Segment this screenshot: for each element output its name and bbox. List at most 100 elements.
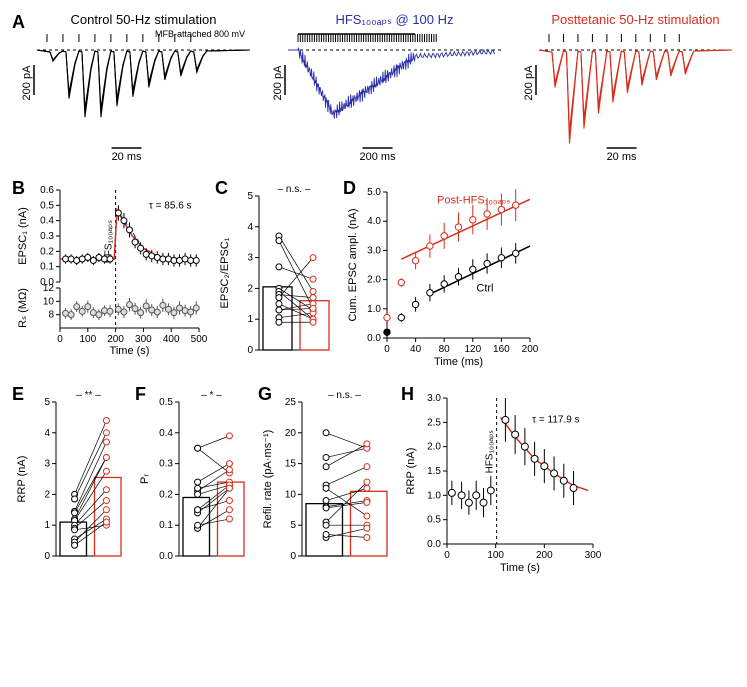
svg-text:3.0: 3.0 bbox=[367, 245, 381, 256]
svg-text:20: 20 bbox=[285, 428, 297, 439]
svg-text:RRP (nA): RRP (nA) bbox=[16, 456, 28, 503]
panel-label-f: F bbox=[135, 384, 146, 405]
svg-text:HFS₁₀₀ₐₚₛ: HFS₁₀₀ₐₚₛ bbox=[485, 430, 496, 474]
svg-text:400: 400 bbox=[163, 334, 180, 345]
svg-text:200 pA: 200 pA bbox=[523, 65, 535, 101]
svg-text:0.2: 0.2 bbox=[159, 489, 173, 500]
svg-text:MFB-attached 800 mV: MFB-attached 800 mV bbox=[155, 29, 245, 39]
svg-text:0.0: 0.0 bbox=[159, 551, 173, 562]
svg-text:0: 0 bbox=[444, 550, 450, 561]
panel-e: E 012345RRP (nA)– ** – bbox=[12, 384, 127, 574]
svg-text:– ** –: – ** – bbox=[76, 390, 101, 401]
svg-text:0: 0 bbox=[384, 344, 390, 355]
svg-text:0.3: 0.3 bbox=[159, 459, 173, 470]
svg-text:Control 50-Hz stimulation: Control 50-Hz stimulation bbox=[71, 12, 217, 27]
svg-text:– n.s. –: – n.s. – bbox=[328, 390, 361, 401]
svg-text:500: 500 bbox=[191, 334, 207, 345]
svg-text:Posttetanic 50-Hz stimulation: Posttetanic 50-Hz stimulation bbox=[551, 12, 719, 27]
panel-label-g: G bbox=[258, 384, 272, 405]
svg-text:200 ms: 200 ms bbox=[360, 151, 397, 162]
svg-text:4: 4 bbox=[247, 222, 253, 233]
panel-b: B 0.00.10.20.30.40.50.6EPSC₁ (nA)81012Rₛ… bbox=[12, 178, 207, 368]
svg-text:0.5: 0.5 bbox=[427, 515, 441, 526]
svg-text:5.0: 5.0 bbox=[367, 187, 381, 198]
svg-text:4.0: 4.0 bbox=[367, 216, 381, 227]
panel-g: G 0510152025Refil. rate (pA·ms⁻¹)– n.s. … bbox=[258, 384, 393, 574]
panel-label-c: C bbox=[215, 178, 228, 199]
svg-text:τ = 117.9 s: τ = 117.9 s bbox=[532, 414, 579, 425]
svg-text:200: 200 bbox=[536, 550, 553, 561]
svg-text:1.5: 1.5 bbox=[427, 466, 441, 477]
svg-text:12: 12 bbox=[43, 283, 55, 294]
svg-text:2.0: 2.0 bbox=[427, 442, 441, 453]
panel-f: F 0.0 0.1 0.2 0.3 0.4 0.5 Pᵣ – * – bbox=[135, 384, 250, 574]
svg-text:3: 3 bbox=[247, 253, 253, 264]
panel-label-h: H bbox=[401, 384, 414, 405]
svg-text:15: 15 bbox=[285, 459, 297, 470]
svg-text:200 pA: 200 pA bbox=[21, 65, 33, 101]
panel-a-mid: HFS₁₀₀ₐₚₛ @ 100 Hz 200 pA 200 ms bbox=[263, 12, 506, 162]
svg-text:0.6: 0.6 bbox=[40, 185, 54, 196]
svg-text:20 ms: 20 ms bbox=[607, 151, 637, 162]
svg-text:τ = 85.6 s: τ = 85.6 s bbox=[149, 200, 192, 211]
svg-text:– * –: – * – bbox=[201, 390, 222, 401]
svg-text:HFS₁₀₀ₐₚₛ @ 100 Hz: HFS₁₀₀ₐₚₛ @ 100 Hz bbox=[335, 12, 453, 27]
svg-text:1: 1 bbox=[44, 520, 50, 531]
panel-a-left: A Control 50-Hz stimulation MFB-attached … bbox=[12, 12, 255, 162]
panel-c: C 0 1 2 3 4 5 EPSC₂/EPSC₁ – n.s. – bbox=[215, 178, 335, 368]
svg-text:100: 100 bbox=[487, 550, 504, 561]
svg-text:RRP (nA): RRP (nA) bbox=[405, 448, 417, 495]
svg-text:3.0: 3.0 bbox=[427, 393, 441, 404]
svg-text:25: 25 bbox=[285, 397, 297, 408]
svg-text:200: 200 bbox=[522, 344, 538, 355]
svg-text:0: 0 bbox=[290, 551, 296, 562]
svg-text:2.0: 2.0 bbox=[367, 275, 381, 286]
svg-text:Rₛ (MΩ): Rₛ (MΩ) bbox=[17, 288, 29, 328]
svg-text:2: 2 bbox=[44, 489, 50, 500]
svg-text:120: 120 bbox=[464, 344, 481, 355]
svg-text:Post-HFS₁₀₀ₐₚₛ: Post-HFS₁₀₀ₐₚₛ bbox=[437, 195, 510, 207]
svg-text:160: 160 bbox=[493, 344, 510, 355]
panel-label-b: B bbox=[12, 178, 25, 199]
svg-text:Cum. EPSC ampl. (nA): Cum. EPSC ampl. (nA) bbox=[347, 208, 359, 321]
svg-text:4: 4 bbox=[44, 428, 50, 439]
svg-text:Refil. rate (pA·ms⁻¹): Refil. rate (pA·ms⁻¹) bbox=[262, 430, 274, 529]
svg-text:0: 0 bbox=[57, 334, 63, 345]
svg-text:10: 10 bbox=[43, 296, 55, 307]
svg-text:0.4: 0.4 bbox=[159, 428, 173, 439]
panel-label-a: A bbox=[12, 12, 25, 33]
svg-text:5: 5 bbox=[290, 520, 296, 531]
svg-text:0.3: 0.3 bbox=[40, 231, 54, 242]
svg-text:– n.s. –: – n.s. – bbox=[278, 184, 311, 195]
svg-text:Time (ms): Time (ms) bbox=[434, 356, 483, 368]
svg-text:40: 40 bbox=[410, 344, 422, 355]
svg-text:Time (s): Time (s) bbox=[110, 345, 150, 357]
svg-text:80: 80 bbox=[439, 344, 451, 355]
svg-text:Pᵣ: Pᵣ bbox=[139, 474, 151, 484]
svg-text:0: 0 bbox=[44, 551, 50, 562]
svg-text:EPSC₂/EPSC₁: EPSC₂/EPSC₁ bbox=[219, 237, 231, 308]
svg-text:EPSC₁ (nA): EPSC₁ (nA) bbox=[17, 207, 29, 265]
panel-a-right: Posttetanic 50-Hz stimulation 200 pA 20 ms bbox=[514, 12, 737, 162]
panel-d: D 0.01.02.03.04.05.004080120160200Cum. E… bbox=[343, 178, 538, 368]
svg-text:300: 300 bbox=[135, 334, 152, 345]
svg-text:0: 0 bbox=[247, 345, 253, 356]
svg-text:5: 5 bbox=[247, 191, 253, 202]
panel-label-e: E bbox=[12, 384, 24, 405]
panel-label-d: D bbox=[343, 178, 356, 199]
svg-text:300: 300 bbox=[585, 550, 601, 561]
svg-text:200 pA: 200 pA bbox=[272, 65, 284, 101]
svg-text:Time (s): Time (s) bbox=[500, 562, 540, 574]
svg-text:2.5: 2.5 bbox=[427, 417, 441, 428]
svg-text:200: 200 bbox=[107, 334, 124, 345]
svg-text:0.5: 0.5 bbox=[40, 200, 54, 211]
svg-text:2: 2 bbox=[247, 283, 253, 294]
svg-text:0.1: 0.1 bbox=[159, 520, 173, 531]
svg-text:0.5: 0.5 bbox=[159, 397, 173, 408]
svg-text:8: 8 bbox=[48, 310, 54, 321]
svg-text:1.0: 1.0 bbox=[427, 490, 441, 501]
svg-text:20 ms: 20 ms bbox=[112, 151, 142, 162]
svg-text:1: 1 bbox=[247, 314, 253, 325]
svg-text:3: 3 bbox=[44, 459, 50, 470]
svg-text:1.0: 1.0 bbox=[367, 304, 381, 315]
